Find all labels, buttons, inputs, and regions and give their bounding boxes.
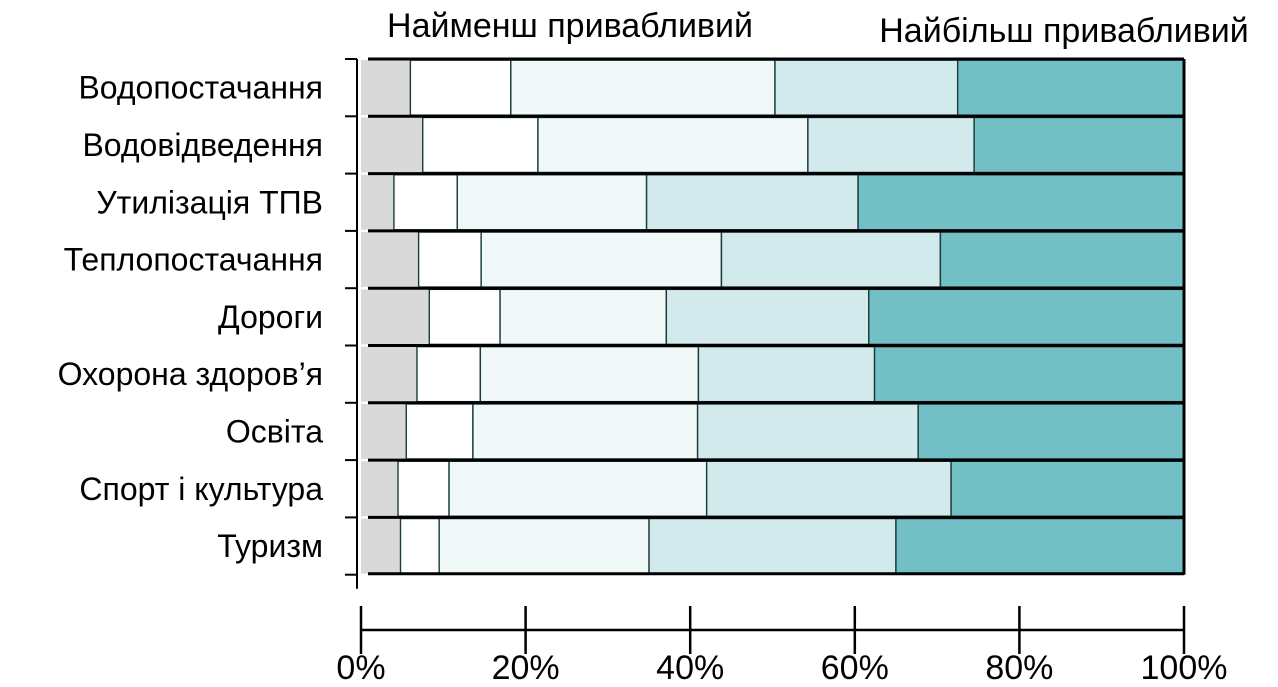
y-axis: Водопостачання Водовідведення Утилізація Т… <box>58 58 358 589</box>
bar-segment-5-3 <box>499 288 668 346</box>
category-label: Водопостачання <box>78 70 323 106</box>
category-label: Туризм <box>217 528 323 564</box>
bar-segment-6-5 <box>873 345 1185 403</box>
bar-segment-1-5 <box>956 59 1185 116</box>
bar-segment-6-4 <box>697 345 876 403</box>
bar-segment-8-1 <box>361 461 399 517</box>
category-label: Дороги <box>218 299 323 335</box>
bar-segment-8-4 <box>705 460 952 517</box>
bar-segment-4-3 <box>480 231 723 288</box>
bar-segment-2-4 <box>807 116 975 174</box>
bar-segment-9-1 <box>361 518 401 574</box>
category-label: Теплопостачання <box>64 242 323 278</box>
bar-segment-3-5 <box>857 174 1185 231</box>
bar-segment-2-2 <box>422 116 539 174</box>
category-label: Охорона здоров’я <box>58 356 323 392</box>
x-tick-label: 0% <box>336 649 385 687</box>
category-label: Освіта <box>226 413 323 449</box>
bar-segment-2-1 <box>361 117 423 173</box>
bar-segment-7-3 <box>472 403 699 460</box>
bar-segment-2-3 <box>537 116 809 174</box>
x-axis: 0% 20% 40% 60% 80% 100% <box>336 606 1227 687</box>
bar-segment-1-1 <box>361 60 411 116</box>
bar-segment-6-1 <box>361 346 417 402</box>
bar-segment-4-1 <box>361 232 419 288</box>
bar-segment-3-4 <box>645 174 859 231</box>
bar-segment-1-2 <box>409 59 512 116</box>
bar-segment-4-5 <box>939 231 1185 288</box>
bar-segment-6-3 <box>479 345 700 403</box>
category-label: Водовідведення <box>82 127 323 163</box>
bar-segment-9-3 <box>438 517 650 575</box>
bar-segment-1-3 <box>510 59 776 116</box>
bar-segment-8-2 <box>397 460 450 517</box>
title-right: Найбільш привабливий <box>879 12 1248 50</box>
x-tick-label: 20% <box>492 649 560 687</box>
bar-segment-7-4 <box>696 403 919 460</box>
bar-segment-3-2 <box>393 174 458 231</box>
bar-segment-5-1 <box>361 289 430 345</box>
title-left: Найменш привабливий <box>387 7 753 45</box>
x-tick-label: 40% <box>656 649 724 687</box>
bar-segment-9-2 <box>399 517 440 575</box>
x-tick-label: 60% <box>821 649 889 687</box>
bar-segment-8-5 <box>950 460 1185 517</box>
x-tick-label: 100% <box>1141 649 1228 687</box>
bar-segment-8-3 <box>448 460 708 517</box>
bar-segment-4-2 <box>417 231 482 288</box>
x-tick-label: 80% <box>985 649 1053 687</box>
category-label: Спорт і культура <box>79 471 323 507</box>
bars-group <box>361 57 1186 576</box>
bar-segment-7-2 <box>405 403 474 460</box>
bar-segment-3-3 <box>456 174 648 231</box>
bar-segment-7-5 <box>917 403 1185 460</box>
category-label: Утилізація ТПВ <box>96 184 323 220</box>
bar-segment-5-4 <box>665 288 870 346</box>
bar-segment-5-5 <box>868 288 1185 346</box>
bar-segment-7-1 <box>361 403 407 459</box>
bar-segment-6-2 <box>416 345 482 403</box>
bar-segment-1-4 <box>774 59 959 116</box>
bar-segment-3-1 <box>361 174 394 230</box>
bar-segment-4-4 <box>720 231 942 288</box>
bar-segment-9-5 <box>895 517 1185 575</box>
bar-segment-5-2 <box>428 288 501 346</box>
bar-segment-9-4 <box>648 517 897 575</box>
bar-segment-2-5 <box>973 116 1185 174</box>
